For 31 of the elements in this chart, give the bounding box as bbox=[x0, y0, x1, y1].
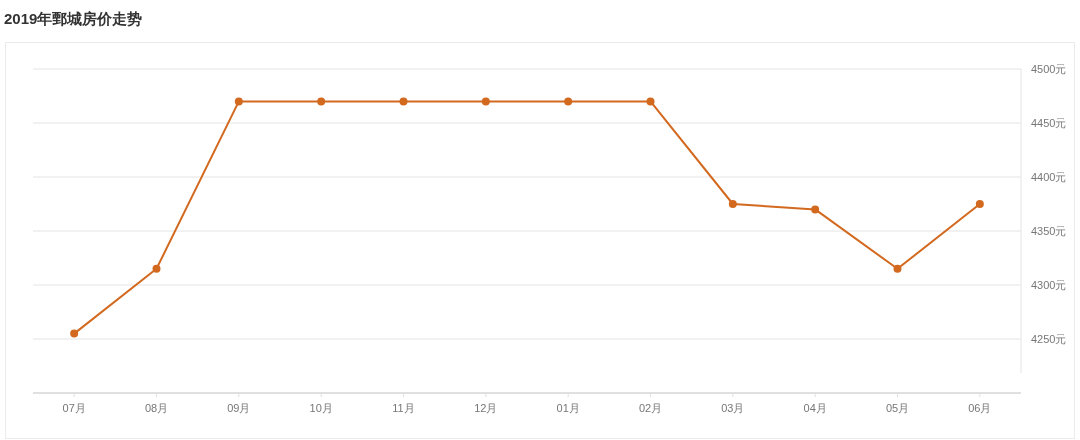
point bbox=[481, 97, 490, 106]
x-tick-label: 03月 bbox=[721, 402, 745, 414]
x-tick-label: 11月 bbox=[392, 402, 415, 414]
x-tick-label: 09月 bbox=[227, 402, 251, 414]
x-tick-label: 12月 bbox=[474, 402, 498, 414]
x-tick-label: 02月 bbox=[638, 402, 663, 414]
point bbox=[975, 200, 984, 208]
point bbox=[399, 97, 408, 106]
point bbox=[234, 97, 243, 106]
y-tick-label: 4500元 bbox=[1031, 62, 1067, 75]
y-tick-label: 4400元 bbox=[1031, 170, 1067, 183]
y-tick-label: 4350元 bbox=[1031, 224, 1067, 237]
chart-title: 2019年鄄城房价走势 bbox=[4, 10, 143, 27]
point bbox=[728, 200, 737, 208]
x-tick-label: 04月 bbox=[803, 402, 827, 414]
x-tick-label: 05月 bbox=[885, 402, 910, 414]
y-tick-label: 4450元 bbox=[1031, 116, 1067, 129]
x-tick-label: 08月 bbox=[144, 402, 169, 414]
x-tick-label: 06月 bbox=[968, 402, 992, 414]
point bbox=[893, 264, 902, 273]
x-tick-label: 01月 bbox=[556, 402, 580, 414]
y-tick-label: 4250元 bbox=[1031, 332, 1067, 345]
x-tick-label: 10月 bbox=[309, 402, 333, 414]
point bbox=[564, 97, 573, 106]
point bbox=[152, 264, 161, 273]
y-tick-label: 4300元 bbox=[1031, 278, 1067, 291]
point bbox=[317, 97, 326, 106]
x-tick-label: 07月 bbox=[62, 402, 86, 414]
point bbox=[811, 205, 820, 214]
point bbox=[646, 97, 655, 106]
point bbox=[70, 329, 79, 338]
